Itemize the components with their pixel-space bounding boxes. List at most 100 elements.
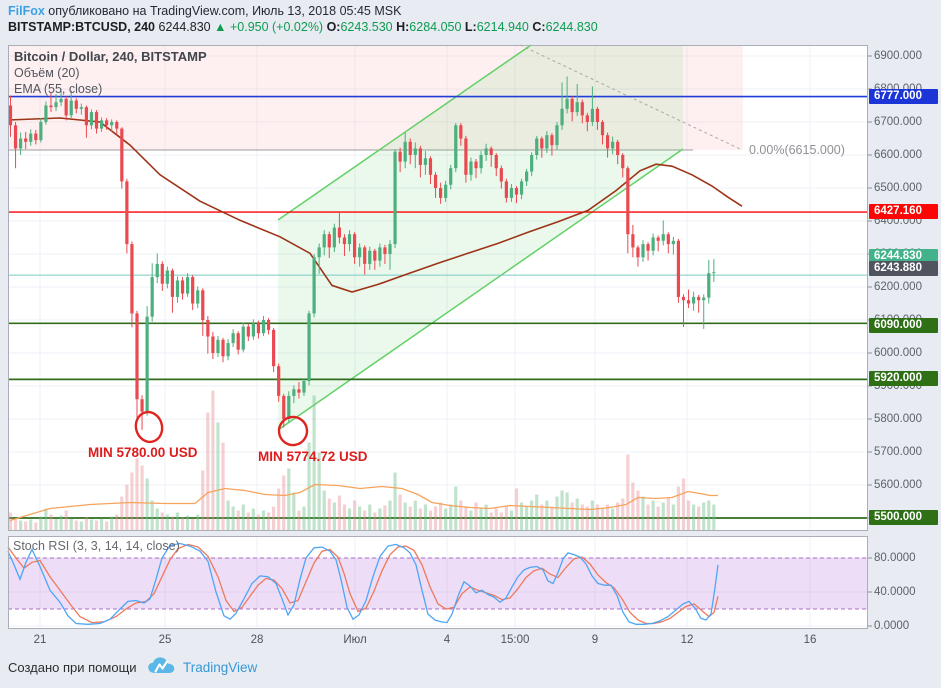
price-tick-label: 6000.000 — [874, 346, 922, 359]
candle-body — [231, 333, 235, 344]
candle-body — [378, 247, 382, 261]
price-tick-label: 5700.000 — [874, 445, 922, 458]
low-label: L: — [464, 20, 477, 34]
fib-level-label[interactable]: 0.00%(6615.000) — [749, 143, 845, 157]
volume-bar — [661, 502, 665, 531]
candle-body — [79, 107, 83, 109]
candle-body — [211, 336, 215, 353]
symbol-name: BITSTAMP:BTCUSD, 240 — [8, 20, 156, 34]
volume-bar — [545, 500, 549, 531]
time-tick-label: 9 — [591, 634, 599, 646]
candle-body — [69, 100, 73, 116]
candle-body — [191, 277, 195, 304]
volume-bar — [54, 518, 58, 531]
price-tick-label: 6600.000 — [874, 148, 922, 161]
volume-bar — [19, 520, 23, 531]
chart-legend-ema[interactable]: EMA (55, close) — [14, 82, 103, 96]
volume-bar — [474, 502, 478, 531]
price-tick-label: 6900.000 — [874, 49, 922, 62]
candle-body — [641, 244, 645, 258]
candle-body — [226, 343, 230, 357]
volume-bar — [671, 504, 675, 531]
volume-bar — [140, 465, 144, 531]
volume-bar — [702, 502, 706, 531]
candle-body — [418, 148, 422, 165]
volume-bar — [433, 506, 438, 531]
candle-body — [347, 234, 352, 245]
candle-body — [555, 125, 559, 146]
volume-bar — [555, 496, 559, 531]
author-link[interactable]: FilFox — [8, 4, 45, 18]
volume-bar — [373, 512, 377, 531]
candle-body — [535, 138, 539, 155]
candle-body — [201, 290, 205, 320]
candle-body — [631, 234, 635, 248]
candle-body — [13, 125, 18, 149]
volume-bar — [535, 494, 539, 531]
min-annotation-2[interactable]: MIN 5774.72 USD — [258, 449, 368, 464]
stoch-pane — [8, 537, 868, 629]
volume-bar — [504, 506, 508, 531]
publish-header: FilFox опубликовано на TradingView.com, … — [8, 4, 401, 18]
highlight-circle — [277, 415, 309, 447]
candle-body — [484, 148, 488, 155]
volume-bar — [428, 510, 433, 531]
volume-bar — [191, 518, 195, 531]
candle-body — [393, 151, 397, 245]
candle-body — [206, 320, 210, 337]
candle-body — [621, 155, 625, 169]
volume-bar — [631, 482, 635, 531]
candle-body — [707, 273, 711, 298]
volume-bar — [489, 512, 493, 531]
volume-bar — [626, 454, 630, 531]
stoch-tick-label: 80.0000 — [874, 551, 916, 564]
chart-legend-volume[interactable]: Объём (20) — [14, 66, 80, 80]
price-tick-label: 5600.000 — [874, 478, 922, 491]
volume-bar — [686, 500, 691, 531]
volume-bar — [449, 504, 453, 531]
candle-body — [165, 270, 169, 284]
candle-body — [636, 247, 640, 258]
stoch-tick-label: 40.0000 — [874, 585, 916, 598]
volume-bar — [560, 490, 564, 531]
candle-body — [494, 155, 498, 169]
trend-channel-lower — [277, 148, 684, 431]
footer-bar: Создано при помощи TradingView — [0, 648, 941, 688]
candle-body — [170, 270, 175, 297]
volume-bar — [49, 514, 53, 531]
volume-bar — [459, 500, 463, 531]
min-annotation-1[interactable]: MIN 5780.00 USD — [88, 445, 198, 460]
candle-body — [342, 237, 347, 245]
volume-bar — [196, 514, 200, 531]
candle-body — [479, 155, 483, 169]
tradingview-cloud-icon — [147, 656, 177, 683]
volume-bar — [600, 508, 605, 531]
candle-body — [282, 395, 286, 419]
stoch-rsi-legend[interactable]: Stoch RSI (3, 3, 14, 14, close) — [13, 539, 180, 553]
volume-bar — [307, 442, 311, 531]
volume-bar — [575, 498, 579, 531]
chart-legend-title[interactable]: Bitcoin / Dollar, 240, BITSTAMP — [14, 49, 207, 64]
candle-body — [115, 122, 119, 129]
candle-body — [469, 161, 473, 175]
publish-text: опубликовано на TradingView.com, Июль 13… — [44, 4, 402, 18]
volume-bar — [621, 498, 625, 531]
time-tick-label: 4 — [443, 634, 451, 646]
volume-bar — [605, 504, 610, 531]
candle-body — [600, 122, 605, 136]
volume-bar — [681, 478, 686, 531]
candle-body — [474, 161, 478, 169]
tradingview-link[interactable]: TradingView — [183, 660, 258, 675]
candle-body — [651, 237, 655, 251]
volume-bar — [261, 510, 266, 531]
volume-bar — [697, 506, 701, 531]
candle-body — [358, 247, 362, 258]
candle-body — [550, 135, 554, 146]
volume-bar — [297, 510, 301, 531]
volume-bar — [347, 508, 352, 531]
volume-bar — [550, 506, 554, 531]
volume-bar — [74, 520, 78, 531]
price-tick-label: 6700.000 — [874, 115, 922, 128]
volume-bar — [469, 510, 473, 531]
